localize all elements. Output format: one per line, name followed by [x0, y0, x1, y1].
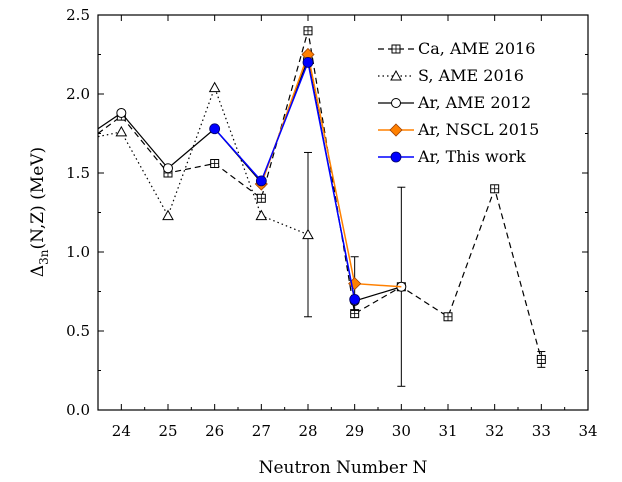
- series-3: [254, 47, 402, 311]
- axis-ticks: 24 25 26 27 28 29 30 31 32 33 34 0.0 0.5 1.0 1.5 2.0 2.5: [66, 6, 597, 440]
- legend-marker: [390, 69, 402, 81]
- x-tick-label: 28: [298, 422, 317, 440]
- y-axis-title-main: Δ: [28, 265, 48, 277]
- legend-marker: [390, 151, 402, 163]
- series-line: [97, 57, 402, 302]
- x-tick-label: 26: [205, 422, 224, 440]
- x-tick-label: 27: [252, 422, 271, 440]
- x-tick-label: 29: [345, 422, 364, 440]
- legend-marker: [389, 123, 403, 137]
- legend-label: Ca, AME 2016: [418, 39, 535, 58]
- y-tick-label: 2.5: [66, 6, 90, 24]
- x-tick-label: 32: [485, 422, 504, 440]
- y-axis-title: Δ3n(N,Z) (MeV): [28, 147, 51, 277]
- y-tick-label: 2.0: [66, 85, 90, 103]
- series-2: [97, 54, 407, 387]
- series-line: [260, 51, 402, 288]
- y-tick-label: 1.5: [66, 164, 90, 182]
- y-axis-title-rest: (N,Z) (MeV): [28, 147, 48, 250]
- data-point: [162, 209, 174, 221]
- legend: Ca, AME 2016 S, AME 2016 Ar, AME 2012 Ar, N…: [378, 39, 539, 166]
- y-tick-label: 0.5: [66, 322, 90, 340]
- data-point: [116, 107, 127, 118]
- data-point: [163, 163, 173, 174]
- x-tick-label: 24: [112, 422, 131, 440]
- x-tick-label: 25: [158, 422, 177, 440]
- data-point: [115, 125, 128, 137]
- data-point: [302, 57, 314, 68]
- series-line: [97, 85, 309, 236]
- y-axis-title-sub: 3n: [37, 249, 51, 265]
- series-line: [214, 59, 356, 300]
- x-tick-label: 33: [532, 422, 551, 440]
- legend-label: Ar, AME 2012: [417, 93, 531, 112]
- legend-label: S, AME 2016: [418, 66, 524, 85]
- series-1: [97, 81, 314, 318]
- legend-label: Ar, NSCL 2015: [417, 120, 539, 139]
- x-tick-label: 31: [438, 422, 457, 440]
- legend-marker: [391, 98, 401, 108]
- x-axis-title: Neutron Number N: [259, 458, 428, 478]
- data-point: [349, 293, 361, 305]
- y-tick-label: 0.0: [66, 401, 90, 419]
- legend-label: Ar, This work: [417, 147, 526, 166]
- data-point: [255, 175, 267, 187]
- data-point: [302, 228, 314, 240]
- series-layer: [97, 26, 546, 387]
- series-4: [209, 57, 361, 305]
- data-point: [255, 209, 268, 221]
- data-point: [208, 81, 221, 93]
- x-tick-label: 34: [578, 422, 597, 440]
- data-point: [209, 123, 221, 135]
- y-tick-label: 1.0: [66, 243, 90, 261]
- x-tick-label: 30: [392, 422, 411, 440]
